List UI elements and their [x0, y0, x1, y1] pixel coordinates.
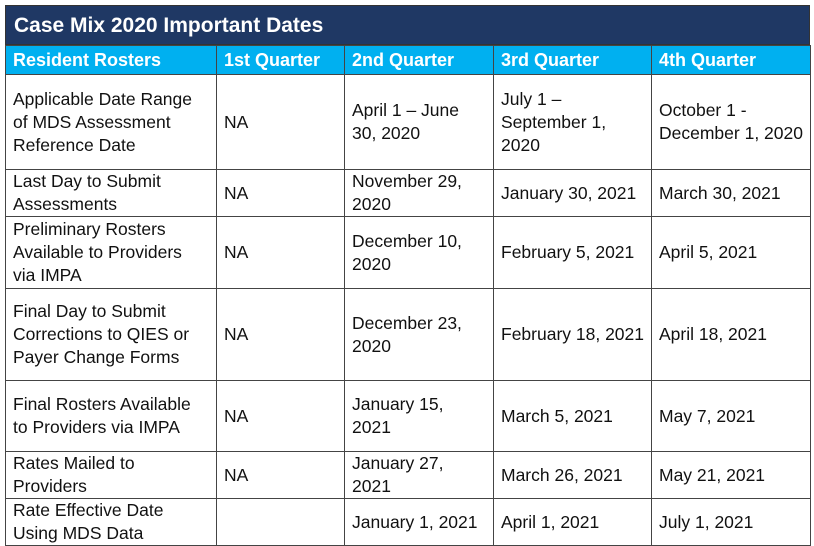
column-header: 1st Quarter [216, 45, 345, 75]
column-header: 3rd Quarter [493, 45, 652, 75]
row-label: Applicable Date Range of MDS Assessment … [5, 74, 217, 170]
date-cell: July 1 – September 1, 2020 [493, 74, 652, 170]
date-cell: April 18, 2021 [651, 288, 811, 381]
table-row: Applicable Date Range of MDS Assessment … [5, 74, 811, 170]
date-cell: January 15, 2021 [344, 380, 494, 452]
date-cell: October 1 - December 1, 2020 [651, 74, 811, 170]
column-header: 2nd Quarter [344, 45, 494, 75]
date-cell: NA [216, 169, 345, 217]
row-label: Final Day to Submit Corrections to QIES … [5, 288, 217, 381]
date-cell: April 1 – June 30, 2020 [344, 74, 494, 170]
row-label: Rate Effective Date Using MDS Data [5, 498, 217, 546]
date-cell: February 5, 2021 [493, 216, 652, 289]
table-row: Final Rosters Available to Providers via… [5, 380, 811, 452]
date-cell: January 1, 2021 [344, 498, 494, 546]
dates-table: Resident Rosters 1st Quarter 2nd Quarter 3r… [5, 45, 811, 546]
date-cell: May 21, 2021 [651, 451, 811, 499]
date-cell: January 30, 2021 [493, 169, 652, 217]
header-row: Resident Rosters 1st Quarter 2nd Quarter 3r… [5, 45, 811, 75]
table-row: Final Day to Submit Corrections to QIES … [5, 288, 811, 381]
document: Case Mix 2020 Important Dates Resident R… [5, 5, 811, 546]
date-cell: November 29, 2020 [344, 169, 494, 217]
date-cell: February 18, 2021 [493, 288, 652, 381]
table-row: Rates Mailed to Providers NA January 27, 2… [5, 451, 811, 499]
date-cell: March 26, 2021 [493, 451, 652, 499]
column-header: 4th Quarter [651, 45, 811, 75]
date-cell [216, 498, 345, 546]
date-cell: May 7, 2021 [651, 380, 811, 452]
row-label: Rates Mailed to Providers [5, 451, 217, 499]
row-label: Last Day to Submit Assessments [5, 169, 217, 217]
date-cell: NA [216, 288, 345, 381]
date-cell: NA [216, 216, 345, 289]
date-cell: NA [216, 74, 345, 170]
table-row: Rate Effective Date Using MDS Data Januar… [5, 498, 811, 546]
row-label: Preliminary Rosters Available to Provide… [5, 216, 217, 289]
date-cell: January 27, 2021 [344, 451, 494, 499]
date-cell: March 30, 2021 [651, 169, 811, 217]
table-title: Case Mix 2020 Important Dates [5, 5, 810, 45]
date-cell: December 23, 2020 [344, 288, 494, 381]
date-cell: March 5, 2021 [493, 380, 652, 452]
date-cell: April 1, 2021 [493, 498, 652, 546]
date-cell: NA [216, 380, 345, 452]
table-row: Last Day to Submit Assessments NA November… [5, 169, 811, 217]
date-cell: April 5, 2021 [651, 216, 811, 289]
date-cell: NA [216, 451, 345, 499]
date-cell: July 1, 2021 [651, 498, 811, 546]
row-label: Final Rosters Available to Providers via… [5, 380, 217, 452]
table-body: Applicable Date Range of MDS Assessment … [5, 74, 811, 546]
column-header: Resident Rosters [5, 45, 217, 75]
date-cell: December 10, 2020 [344, 216, 494, 289]
table-row: Preliminary Rosters Available to Provide… [5, 216, 811, 289]
